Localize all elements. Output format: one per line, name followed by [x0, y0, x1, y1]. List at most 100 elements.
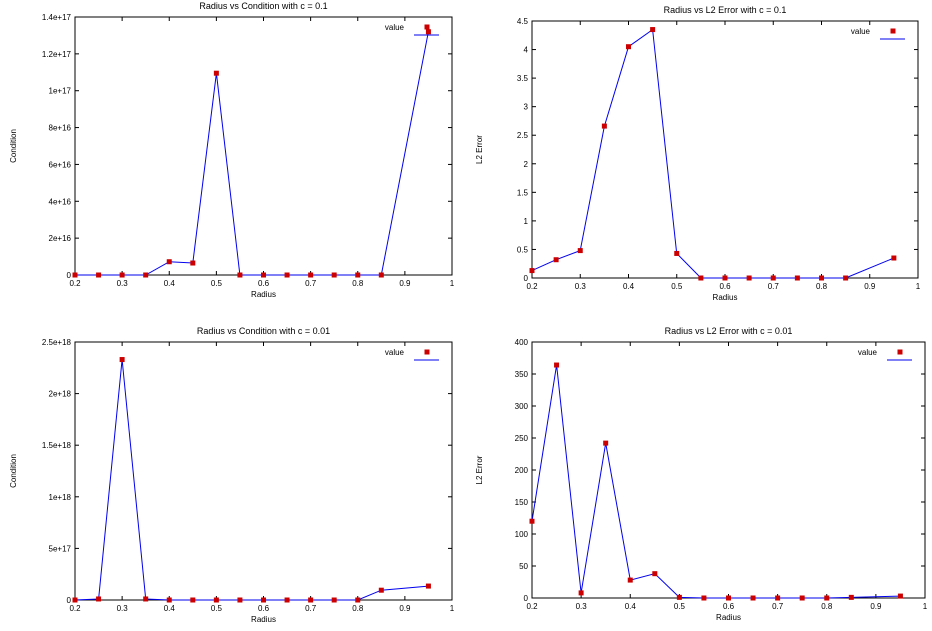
- x-tick-label: 0.4: [164, 279, 176, 288]
- y-tick-label: 3: [524, 103, 529, 112]
- legend-point-symbol: [898, 350, 903, 355]
- x-tick-label: 0.2: [526, 282, 538, 291]
- data-point: [578, 248, 583, 253]
- y-tick-label: 1: [524, 217, 529, 226]
- data-point: [723, 276, 728, 281]
- data-point: [261, 598, 266, 603]
- x-tick-label: 0.6: [719, 282, 731, 291]
- data-point: [73, 273, 78, 278]
- chart-panel-l2error-c01: Radius vs L2 Error with c = 0.1 0.2 0.3 0.4…: [466, 0, 932, 315]
- y-tick-label: 1.5: [517, 188, 529, 197]
- data-point: [308, 598, 313, 603]
- y-tick-label: 1e+18: [49, 493, 72, 502]
- legend-point-symbol: [425, 25, 430, 30]
- data-point: [285, 598, 290, 603]
- y-tick-label: 1.5e+18: [42, 441, 72, 450]
- x-tick-label: 0.8: [352, 279, 364, 288]
- chart-l2error-c001: Radius vs L2 Error with c = 0.01 0.2 0.3 0.…: [466, 315, 932, 631]
- x-tick-label: 0.8: [816, 282, 828, 291]
- x-tick-label: 0.3: [117, 604, 129, 613]
- x-tick-label: 0.9: [399, 604, 411, 613]
- data-point: [701, 596, 706, 601]
- data-point: [530, 268, 535, 273]
- data-point: [843, 276, 848, 281]
- chart-title: Radius vs L2 Error with c = 0.01: [665, 326, 793, 336]
- data-point: [167, 259, 172, 264]
- y-tick-label: 0: [524, 274, 529, 283]
- data-point: [626, 44, 631, 49]
- x-tick-label: 0.2: [526, 602, 538, 611]
- data-point: [602, 124, 607, 129]
- legend-label: value: [385, 23, 405, 32]
- y-axis-label: L2 Error: [475, 135, 484, 164]
- data-point: [426, 584, 431, 589]
- legend-point-symbol: [891, 29, 896, 34]
- x-axis-label: Radius: [251, 615, 276, 624]
- data-point: [426, 29, 431, 34]
- plot-frame: [75, 17, 452, 275]
- y-tick-label: 50: [519, 562, 528, 571]
- y-tick-label: 100: [515, 530, 529, 539]
- chart-title: Radius vs L2 Error with c = 0.1: [664, 5, 787, 15]
- data-point: [237, 273, 242, 278]
- data-point: [73, 598, 78, 603]
- x-tick-label: 0.4: [623, 282, 635, 291]
- x-tick-label: 0.9: [870, 602, 882, 611]
- y-tick-label: 0: [524, 594, 529, 603]
- data-point: [674, 251, 679, 256]
- legend-label: value: [851, 27, 871, 36]
- y-axis-label: Condition: [9, 454, 18, 488]
- data-point: [355, 598, 360, 603]
- series-line: [532, 30, 894, 278]
- data-point: [308, 273, 313, 278]
- data-point: [652, 571, 657, 576]
- x-tick-label: 0.8: [352, 604, 364, 613]
- x-tick-label: 0.5: [674, 602, 686, 611]
- y-tick-label: 2e+16: [49, 234, 72, 243]
- y-tick-label: 4.5: [517, 17, 529, 26]
- x-tick-label: 0.3: [576, 602, 588, 611]
- data-point: [190, 261, 195, 266]
- x-axis-label: Radius: [251, 290, 276, 299]
- data-point: [355, 273, 360, 278]
- data-point: [579, 590, 584, 595]
- x-tick-label: 1: [450, 604, 455, 613]
- x-tick-label: 1: [450, 279, 455, 288]
- data-point: [285, 273, 290, 278]
- data-point: [554, 257, 559, 262]
- data-point: [771, 276, 776, 281]
- data-point: [530, 519, 535, 524]
- plot-frame: [532, 342, 925, 598]
- data-point: [698, 276, 703, 281]
- chart-panel-l2error-c001: Radius vs L2 Error with c = 0.01 0.2 0.3 0.…: [466, 315, 932, 631]
- x-tick-label: 0.2: [69, 279, 81, 288]
- y-tick-label: 150: [515, 498, 529, 507]
- y-tick-label: 2e+18: [49, 390, 72, 399]
- data-point: [677, 595, 682, 600]
- data-point: [120, 357, 125, 362]
- plot-frame: [75, 342, 452, 600]
- chart-panel-condition-c01: Radius vs Condition with c = 0.1 0.2 0.3 0.…: [0, 0, 466, 315]
- x-tick-label: 0.3: [117, 279, 129, 288]
- y-tick-label: 4e+16: [49, 197, 72, 206]
- y-tick-label: 300: [515, 402, 529, 411]
- y-tick-label: 1e+17: [49, 87, 72, 96]
- legend-point-symbol: [425, 350, 430, 355]
- x-tick-label: 0.5: [671, 282, 683, 291]
- x-axis-label: Radius: [713, 293, 738, 302]
- x-tick-label: 0.7: [305, 279, 317, 288]
- y-tick-label: 1.2e+17: [42, 50, 72, 59]
- data-point: [891, 256, 896, 261]
- y-tick-label: 5e+17: [49, 544, 72, 553]
- data-point: [603, 441, 608, 446]
- chart-panel-condition-c001: Radius vs Condition with c = 0.01 0.2 0.3 0…: [0, 315, 466, 631]
- y-axis-label: Condition: [9, 129, 18, 163]
- x-tick-label: 0.9: [399, 279, 411, 288]
- x-tick-label: 0.9: [864, 282, 876, 291]
- y-tick-label: 1.4e+17: [42, 13, 72, 22]
- chart-condition-c001: Radius vs Condition with c = 0.01 0.2 0.3 0…: [0, 315, 466, 631]
- x-tick-label: 1: [916, 282, 921, 291]
- x-tick-label: 0.7: [772, 602, 784, 611]
- data-point: [143, 273, 148, 278]
- x-tick-label: 0.8: [821, 602, 833, 611]
